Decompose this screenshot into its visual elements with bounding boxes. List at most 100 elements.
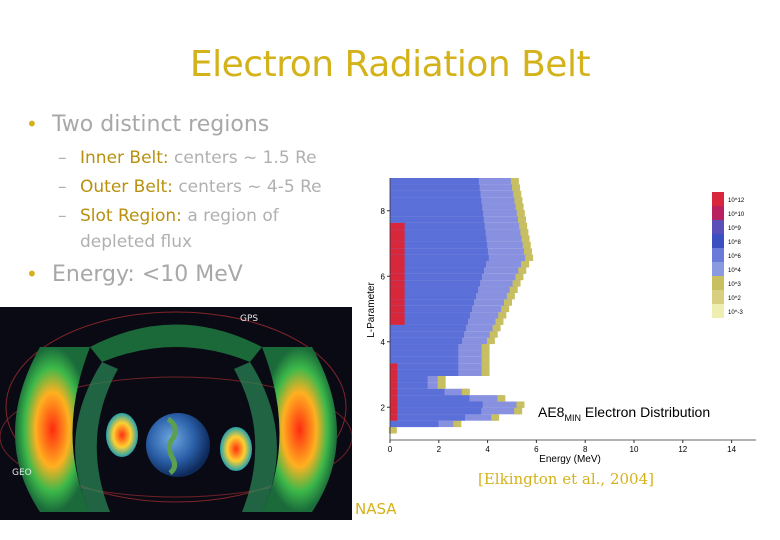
heatmap-cell xyxy=(514,407,523,415)
heatmap-cell xyxy=(390,286,405,293)
heatmap-cell xyxy=(515,273,524,281)
heatmap-cell xyxy=(390,369,459,376)
dash-icon: – xyxy=(58,206,67,226)
heatmap-cell xyxy=(390,318,469,325)
colorbar-tick-label: 10^9 xyxy=(728,226,741,232)
colorbar-swatch xyxy=(712,304,724,318)
heatmap-cell xyxy=(516,401,525,408)
heatmap-cell xyxy=(390,248,488,255)
heatmap-cell xyxy=(390,222,405,230)
heatmap-cell xyxy=(481,356,490,364)
y-tick-label: 4 xyxy=(381,338,386,347)
x-tick-label: 6 xyxy=(534,445,539,454)
colorbar-swatch xyxy=(712,262,724,276)
heatmap-cell xyxy=(390,305,405,313)
sub-item-outer-belt: – Outer Belt: centers ~ 4-5 Re xyxy=(58,177,322,197)
heatmap-cell xyxy=(390,292,405,300)
heatmap-cell xyxy=(512,280,521,287)
heatmap-cell xyxy=(390,273,483,281)
heatmap-cell xyxy=(390,222,485,230)
heatmap-cell xyxy=(390,420,439,428)
heatmap-cell xyxy=(525,254,534,262)
heatmap-cell xyxy=(390,197,482,204)
x-tick-label: 10 xyxy=(630,445,639,454)
heatmap-cell xyxy=(390,229,486,236)
heatmap-cell xyxy=(390,363,459,370)
heatmap-cell xyxy=(495,318,504,325)
heatmap-cell xyxy=(390,261,405,268)
heatmap-cell xyxy=(518,267,527,274)
heatmap-cell xyxy=(390,414,466,421)
heatmap-cell xyxy=(390,209,483,217)
bullet-dot-icon: • xyxy=(26,112,38,136)
heatmap-cell xyxy=(390,382,428,389)
heatmap-cell xyxy=(519,222,528,230)
bullet-regions: • Two distinct regions xyxy=(26,112,269,137)
heatmap-cell xyxy=(390,414,398,421)
gps-label: GPS xyxy=(240,314,258,324)
heatmap-cell xyxy=(390,312,471,319)
bullet-energy: • Energy: <10 MeV xyxy=(26,262,243,287)
heatmap-cell xyxy=(486,337,495,345)
chart-title-rest: Electron Distribution xyxy=(581,404,710,420)
heatmap-cell xyxy=(390,382,398,389)
heatmap-cell xyxy=(390,369,398,376)
y-axis-label: L-Parameter xyxy=(366,282,377,338)
image-credit: NASA xyxy=(355,500,397,518)
heatmap-cell xyxy=(514,197,523,204)
heatmap-cell xyxy=(390,267,484,274)
heatmap-cell xyxy=(390,299,405,306)
heatmap-cell xyxy=(390,178,479,185)
y-tick-label: 2 xyxy=(381,403,386,412)
heatmap-cell xyxy=(521,235,530,242)
heatmap-cell xyxy=(390,375,428,383)
heatmap-cell xyxy=(390,401,398,408)
colorbar-swatch xyxy=(712,276,724,290)
heatmap-cell xyxy=(390,248,405,255)
x-tick-label: 4 xyxy=(485,445,490,454)
colorbar-swatch xyxy=(712,248,724,262)
heatmap-cell xyxy=(492,324,501,332)
colorbar-tick-label: 10^8 xyxy=(728,240,741,246)
colorbar-swatch xyxy=(712,234,724,248)
sub-item-term: Inner Belt: xyxy=(80,148,169,168)
slide-title: Electron Radiation Belt xyxy=(189,44,591,85)
heatmap-cell xyxy=(461,388,470,396)
heatmap-cell xyxy=(390,241,488,249)
heatmap-cell xyxy=(390,318,405,325)
electron-distribution-chart: 0 2 4 6 8 10 12 14 2 4 6 8 10^12 10^10 10^9 10^8 10^6 10… xyxy=(362,170,760,470)
heatmap-cell xyxy=(491,414,500,421)
sub-item-slot-continuation: depleted flux xyxy=(80,232,192,252)
colorbar-tick-label: 10^10 xyxy=(728,212,745,218)
sub-item-text: centers ~ 4-5 Re xyxy=(172,177,322,197)
sub-item-text: a region of xyxy=(181,206,279,226)
geo-label: GEO xyxy=(12,468,32,478)
sub-item-text: depleted flux xyxy=(80,232,193,252)
sub-item-slot-region: – Slot Region: a region of xyxy=(58,206,279,226)
heatmap-cell xyxy=(390,312,405,319)
heatmap-layer xyxy=(388,178,534,434)
colorbar-swatch xyxy=(712,290,724,304)
heatmap-cell xyxy=(390,241,405,249)
x-tick-label: 14 xyxy=(727,445,736,454)
sub-item-term: Slot Region: xyxy=(80,206,182,226)
heatmap-cell xyxy=(390,375,398,383)
heatmap-cell xyxy=(390,363,398,370)
heatmap-cell xyxy=(390,324,467,332)
heatmap-cell xyxy=(481,369,490,376)
colorbar-tick-label: 10^12 xyxy=(728,198,745,204)
heatmap-cell xyxy=(521,261,530,268)
heatmap-cell xyxy=(390,254,489,262)
heatmap-cell xyxy=(498,312,507,319)
heatmap-cell xyxy=(509,286,518,293)
radiation-belt-illustration: GPS GEO xyxy=(0,307,352,520)
heatmap-cell xyxy=(390,350,459,357)
heatmap-cell xyxy=(437,382,446,389)
heatmap-cell xyxy=(390,395,470,402)
heatmap-cell xyxy=(437,375,446,383)
x-tick-label: 8 xyxy=(583,445,588,454)
heatmap-cell xyxy=(388,427,397,434)
heatmap-cell xyxy=(390,203,483,210)
heatmap-cell xyxy=(390,267,405,274)
reference-citation: [Elkington et al., 2004] xyxy=(478,470,654,488)
